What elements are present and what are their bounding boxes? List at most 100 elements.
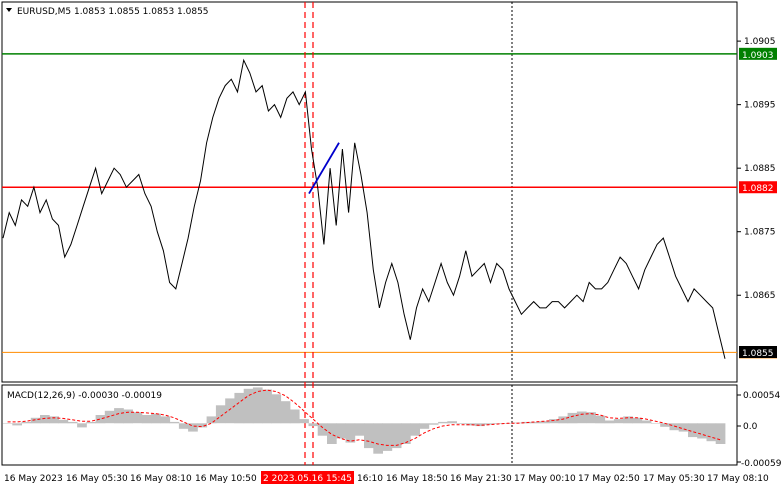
macd-bar	[456, 423, 467, 424]
price-panel-border	[1, 1, 738, 383]
macd-bar	[252, 387, 263, 424]
price-tick-label: 1.0885	[744, 164, 776, 174]
macd-bar	[141, 415, 152, 424]
macd-bar	[12, 423, 22, 426]
macd-bar	[438, 421, 448, 424]
level-price-box-green	[739, 47, 777, 60]
macd-bar	[95, 415, 106, 424]
macd-bar	[484, 423, 494, 425]
time-label-9: 17 May 05:30	[643, 474, 705, 484]
macd-bar	[40, 415, 50, 424]
macd-bar	[447, 421, 457, 424]
macd-bar	[271, 394, 282, 424]
macd-bar	[354, 423, 365, 436]
level-price-box-red	[739, 181, 777, 194]
macd-bar	[521, 421, 532, 424]
macd-bar	[178, 423, 189, 429]
macd-bar	[308, 423, 319, 427]
macd-bar	[391, 423, 402, 449]
macd-bar	[715, 423, 726, 444]
macd-bar	[595, 415, 606, 424]
price-tick-label: 1.0905	[744, 37, 776, 47]
time-label-1: 16 May 05:30	[66, 474, 128, 484]
time-highlight-label: 2 2023.05.16 15:45	[263, 474, 352, 484]
time-label-0: 16 May 2023	[4, 474, 63, 484]
macd-bar	[576, 411, 587, 424]
macd-bar	[586, 412, 596, 424]
macd-bar	[169, 421, 180, 424]
macd-bar	[151, 413, 161, 424]
macd-bar	[641, 420, 652, 424]
time-label-2: 16 May 08:10	[130, 474, 192, 484]
time-label-5: 16 May 18:50	[386, 474, 448, 484]
macd-bar	[160, 416, 171, 424]
macd-bar	[549, 419, 559, 424]
macd-bar	[697, 423, 707, 439]
macd-bar	[382, 423, 393, 451]
macd-bar	[243, 388, 254, 424]
macd-bar	[225, 398, 235, 424]
macd-bar	[613, 419, 624, 424]
macd-bar	[114, 408, 124, 424]
macd-bar	[345, 423, 356, 443]
macd-bar	[539, 421, 550, 424]
macd-bar	[188, 423, 198, 432]
time-label-10: 17 May 08:10	[707, 474, 769, 484]
time-label-3: 16 May 10:50	[195, 474, 257, 484]
macd-scale-max: 0.00054	[743, 391, 780, 401]
macd-bar	[475, 423, 485, 427]
macd-bar	[123, 409, 133, 424]
macd-bar	[262, 389, 272, 424]
macd-bar	[623, 416, 633, 424]
macd-signal-line	[7, 389, 721, 446]
macd-scale-zero: 0.0	[743, 422, 758, 432]
time-axis: 16 May 2023 16 May 05:30 16 May 08:10 16…	[4, 471, 769, 484]
macd-bar	[567, 412, 578, 424]
macd-bar	[299, 419, 309, 424]
macd-bar	[132, 412, 143, 424]
macd-label: MACD(12,26,9) -0.00030 -0.00019	[7, 391, 162, 401]
trend-line[interactable]	[308, 142, 340, 195]
last-price-label: 1.0855	[742, 349, 774, 359]
time-label-8: 17 May 02:50	[578, 474, 640, 484]
macd-bar	[428, 423, 439, 425]
macd-bar	[49, 416, 59, 424]
last-price-box	[739, 346, 777, 358]
macd-bar	[86, 421, 96, 424]
macd-bar	[530, 421, 541, 424]
macd-bar	[632, 417, 643, 424]
macd-bar	[30, 417, 41, 424]
time-label-4: 16:10	[357, 474, 383, 484]
macd-bar	[336, 423, 346, 439]
macd-bar	[206, 416, 217, 424]
macd-bar	[650, 423, 661, 424]
macd-scale-min: -0.00059	[741, 459, 781, 469]
macd-bar	[364, 423, 374, 449]
price-tick-label: 1.0865	[744, 291, 776, 301]
macd-bar	[558, 416, 569, 424]
price-tick-label: 1.0895	[744, 101, 776, 111]
macd-bar	[678, 423, 689, 432]
macd-histogram	[3, 387, 726, 454]
macd-axis: 0.00054 0.0 -0.00059	[737, 391, 781, 469]
macd-bar	[327, 423, 337, 444]
time-highlight-box	[261, 471, 354, 484]
price-axis: 1.0905 1.0895 1.0885 1.0875 1.0865	[737, 37, 776, 301]
macd-bar	[77, 423, 87, 428]
macd-bar	[104, 410, 115, 424]
dropdown-triangle-icon[interactable]	[6, 8, 12, 12]
price-line	[2, 58, 726, 359]
macd-bar	[669, 423, 680, 431]
level-price-label-red: 1.0882	[742, 184, 774, 194]
symbol-header: EURUSD,M5 1.0853 1.0855 1.0853 1.0855	[17, 7, 209, 17]
macd-bar	[280, 401, 291, 424]
level-price-label-green: 1.0903	[742, 51, 774, 61]
time-label-6: 16 May 21:30	[450, 474, 512, 484]
macd-bar	[21, 421, 32, 424]
macd-bar	[317, 423, 328, 436]
macd-bar	[373, 423, 383, 454]
macd-bar	[3, 423, 13, 424]
macd-bar	[688, 423, 698, 438]
macd-bar	[58, 419, 69, 424]
